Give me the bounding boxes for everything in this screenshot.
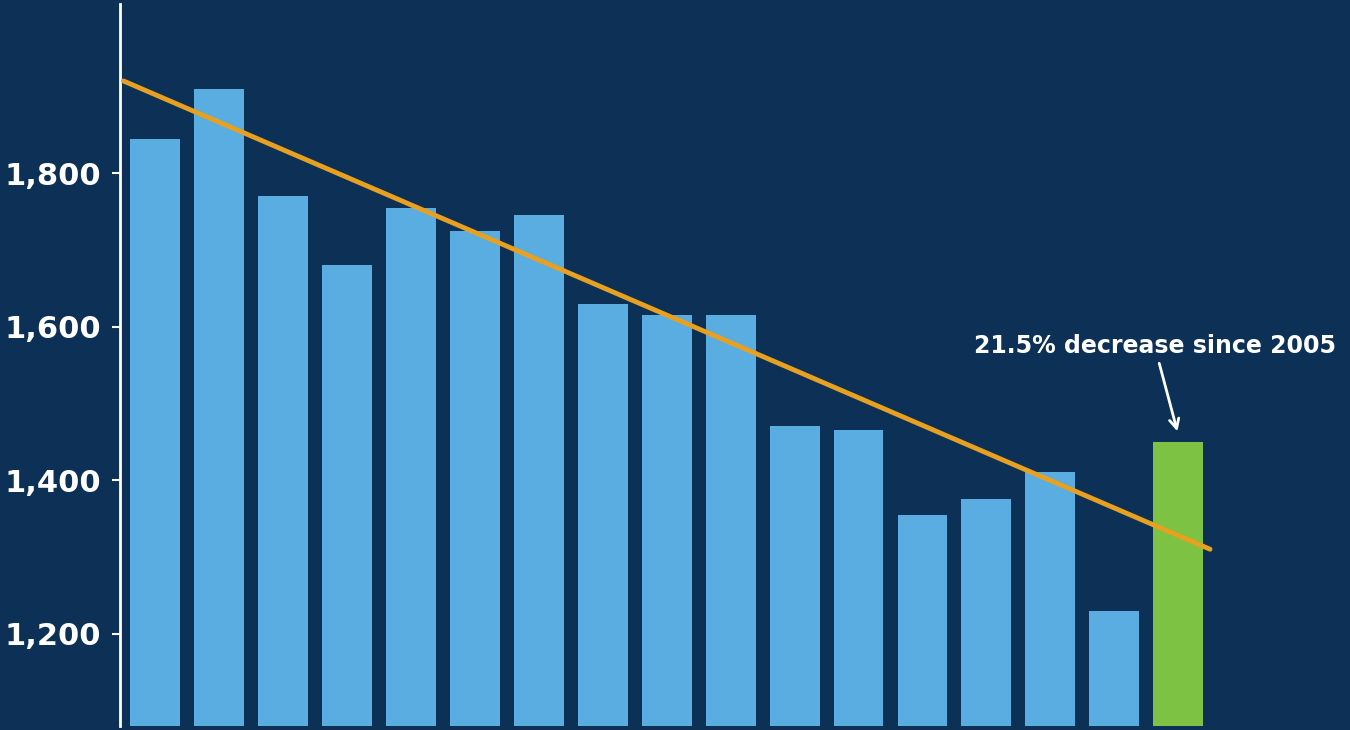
Bar: [194, 88, 244, 726]
Bar: [258, 196, 308, 726]
Bar: [706, 315, 756, 726]
Bar: [514, 215, 564, 726]
Text: 21.5% decrease since 2005: 21.5% decrease since 2005: [973, 334, 1335, 429]
Bar: [1089, 611, 1139, 726]
Bar: [641, 315, 691, 726]
Bar: [1153, 442, 1203, 726]
Bar: [386, 207, 436, 726]
Bar: [1026, 472, 1075, 726]
Bar: [450, 231, 500, 726]
Bar: [833, 430, 883, 726]
Bar: [961, 499, 1011, 726]
Bar: [769, 426, 819, 726]
Bar: [898, 515, 948, 726]
Bar: [578, 304, 628, 726]
Bar: [323, 265, 373, 726]
Bar: [131, 139, 181, 726]
